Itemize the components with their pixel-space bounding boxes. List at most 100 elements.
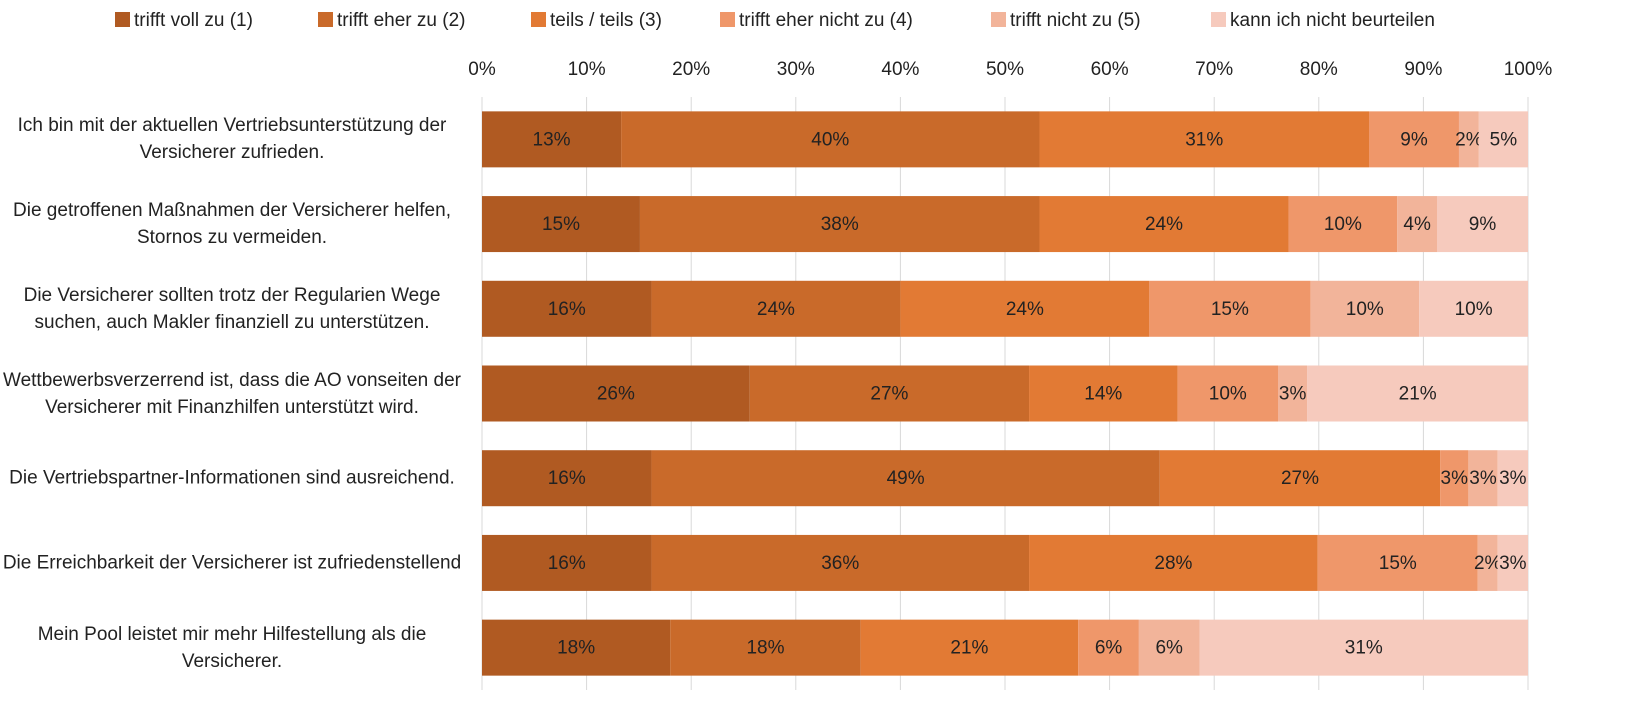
bar-segment: [900, 280, 1150, 337]
bar-segment: [1199, 619, 1528, 676]
bar-segment: [1369, 111, 1459, 168]
data-label: 16%: [548, 553, 586, 574]
data-label: 24%: [1145, 214, 1183, 235]
bar-segment: [670, 619, 861, 676]
data-label: 28%: [1154, 553, 1192, 574]
data-label: 24%: [1006, 299, 1044, 320]
data-label: 10%: [1346, 299, 1384, 320]
category-label: Die getroffenen Maßnahmen der Versichere…: [13, 200, 451, 249]
bar-segment: [651, 280, 901, 337]
bar-segment: [1477, 534, 1498, 591]
data-label: 3%: [1499, 468, 1527, 489]
data-label: 16%: [548, 468, 586, 489]
data-label: 21%: [950, 638, 988, 659]
data-label: 40%: [811, 129, 849, 150]
bar-segment: [482, 450, 652, 507]
bar-segment: [1310, 280, 1420, 337]
data-label: 14%: [1084, 384, 1122, 405]
bar-segment: [1177, 365, 1279, 422]
data-label: 2%: [1474, 553, 1502, 574]
data-label: 21%: [1399, 384, 1437, 405]
bar-segment: [1159, 450, 1441, 507]
bar-segment: [1440, 450, 1469, 507]
bar-segment: [1138, 619, 1200, 676]
bar-segment: [1078, 619, 1139, 676]
x-tick-label: 90%: [1404, 59, 1442, 80]
legend-label: trifft voll zu (1): [134, 10, 253, 31]
data-label: 15%: [1379, 553, 1417, 574]
x-tick-label: 80%: [1300, 59, 1338, 80]
legend-swatch: [720, 12, 735, 27]
data-label: 18%: [746, 638, 784, 659]
data-label: 5%: [1490, 129, 1518, 150]
bar-segment: [1029, 534, 1318, 591]
legend-label: teils / teils (3): [550, 10, 662, 31]
bar-segment: [1307, 365, 1528, 422]
x-tick-label: 50%: [986, 59, 1024, 80]
data-label: 15%: [542, 214, 580, 235]
bar-segment: [1288, 196, 1398, 253]
data-label: 13%: [533, 129, 571, 150]
bar-segment: [651, 450, 1160, 507]
data-label: 4%: [1403, 214, 1431, 235]
bar-segment: [651, 534, 1030, 591]
bar-segment: [482, 534, 652, 591]
data-label: 36%: [821, 553, 859, 574]
bar-segment: [1468, 450, 1498, 507]
data-label: 49%: [887, 468, 925, 489]
bar-segment: [1278, 365, 1308, 422]
x-tick-label: 0%: [468, 59, 496, 80]
data-label: 31%: [1185, 129, 1223, 150]
bar-segment: [1458, 111, 1479, 168]
bar-segment: [482, 196, 640, 253]
data-label: 3%: [1279, 384, 1307, 405]
x-tick-label: 10%: [568, 59, 606, 80]
legend-swatch: [991, 12, 1006, 27]
category-label: Die Erreichbarkeit der Versicherer ist z…: [2, 552, 462, 574]
bar-segment: [482, 280, 652, 337]
data-label: 16%: [548, 299, 586, 320]
data-label: 3%: [1499, 553, 1527, 574]
bar-segment: [1419, 280, 1528, 337]
legend-swatch: [115, 12, 130, 27]
data-label: 27%: [1281, 468, 1319, 489]
data-label: 10%: [1209, 384, 1247, 405]
data-label: 15%: [1211, 299, 1249, 320]
bar-segment: [1317, 534, 1478, 591]
bar-segment: [482, 111, 622, 168]
data-label: 6%: [1155, 638, 1183, 659]
legend-swatch: [1211, 12, 1226, 27]
category-label: Wettbewerbsverzerrend ist, dass die AO v…: [3, 369, 461, 418]
x-tick-label: 60%: [1091, 59, 1129, 80]
bar-segment: [1397, 196, 1437, 253]
data-label: 2%: [1455, 129, 1483, 150]
bar-segment: [639, 196, 1040, 253]
x-tick-label: 40%: [881, 59, 919, 80]
legend-label: trifft eher zu (2): [337, 10, 465, 31]
data-label: 38%: [821, 214, 859, 235]
legend-label: trifft nicht zu (5): [1010, 10, 1141, 31]
data-label: 24%: [757, 299, 795, 320]
category-label: Mein Pool leistet mir mehr Hilfestellung…: [37, 623, 427, 672]
data-label: 6%: [1095, 638, 1123, 659]
bar-segment: [1149, 280, 1311, 337]
data-label: 26%: [597, 384, 635, 405]
data-label: 9%: [1469, 214, 1497, 235]
bar-segment: [482, 619, 671, 676]
bar-segment: [1436, 196, 1528, 253]
bar-segment: [1039, 111, 1370, 168]
data-label: 9%: [1400, 129, 1428, 150]
x-tick-label: 30%: [777, 59, 815, 80]
legend-swatch: [531, 12, 546, 27]
data-label: 18%: [557, 638, 595, 659]
category-label: Die Versicherer sollten trotz der Regula…: [23, 284, 441, 333]
data-label: 27%: [870, 384, 908, 405]
category-label: Ich bin mit der aktuellen Vertriebsunter…: [17, 115, 447, 164]
x-tick-label: 100%: [1504, 59, 1553, 80]
data-label: 31%: [1345, 638, 1383, 659]
bar-segment: [749, 365, 1030, 422]
bar-segment: [482, 365, 750, 422]
bar-segment: [621, 111, 1040, 168]
